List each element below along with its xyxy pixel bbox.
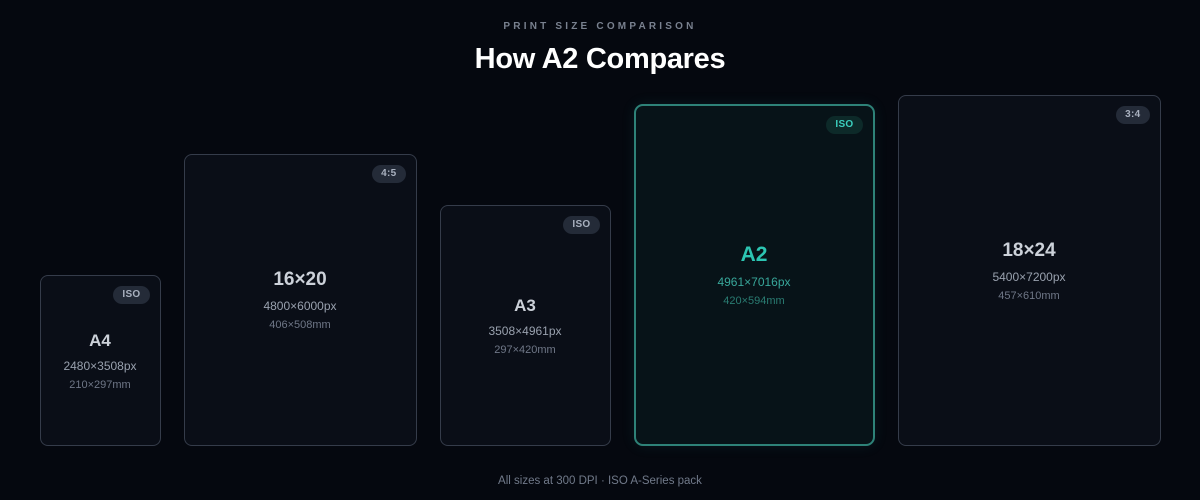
size-name: A4 <box>89 330 111 350</box>
mm-dimensions: 457×610mm <box>998 289 1060 302</box>
pixel-dimensions: 2480×3508px <box>63 358 137 373</box>
footer-note: All sizes at 300 DPI · ISO A-Series pack <box>498 475 702 487</box>
mm-dimensions: 210×297mm <box>69 378 131 391</box>
mm-dimensions: 406×508mm <box>269 319 331 331</box>
header: PRINT SIZE COMPARISON How A2 Compares <box>0 0 1200 76</box>
pixel-dimensions: 4961×7016px <box>717 275 791 289</box>
page-title: How A2 Compares <box>474 43 726 75</box>
size-name: 16×20 <box>273 269 327 290</box>
pixel-dimensions: 3508×4961px <box>488 323 562 338</box>
mm-dimensions: 297×420mm <box>494 343 556 356</box>
size-name: A3 <box>514 295 536 315</box>
aspect-badge: 4:5 <box>372 165 406 183</box>
size-name: 18×24 <box>1002 239 1056 261</box>
size-card: 3:4 18×24 5400×7200px 457×610mm <box>897 95 1161 446</box>
size-card: 4:5 16×20 4800×6000px 406×508mm <box>183 154 417 446</box>
aspect-badge: ISO <box>563 216 600 234</box>
size-card: ISO A2 4961×7016px 420×594mm <box>633 104 875 446</box>
eyebrow-label: PRINT SIZE COMPARISON <box>503 21 697 32</box>
pixel-dimensions: 5400×7200px <box>992 269 1066 284</box>
aspect-badge: ISO <box>826 116 863 134</box>
mm-dimensions: 420×594mm <box>723 295 785 307</box>
size-card: ISO A4 2480×3508px 210×297mm <box>39 275 161 446</box>
aspect-badge: 3:4 <box>1116 106 1150 124</box>
size-name: A2 <box>740 243 768 266</box>
size-card: ISO A3 3508×4961px 297×420mm <box>439 205 611 446</box>
aspect-badge: ISO <box>113 286 150 304</box>
size-cards-row: ISO A4 2480×3508px 210×297mm 4:5 16×20 4… <box>0 86 1200 446</box>
pixel-dimensions: 4800×6000px <box>263 299 337 313</box>
